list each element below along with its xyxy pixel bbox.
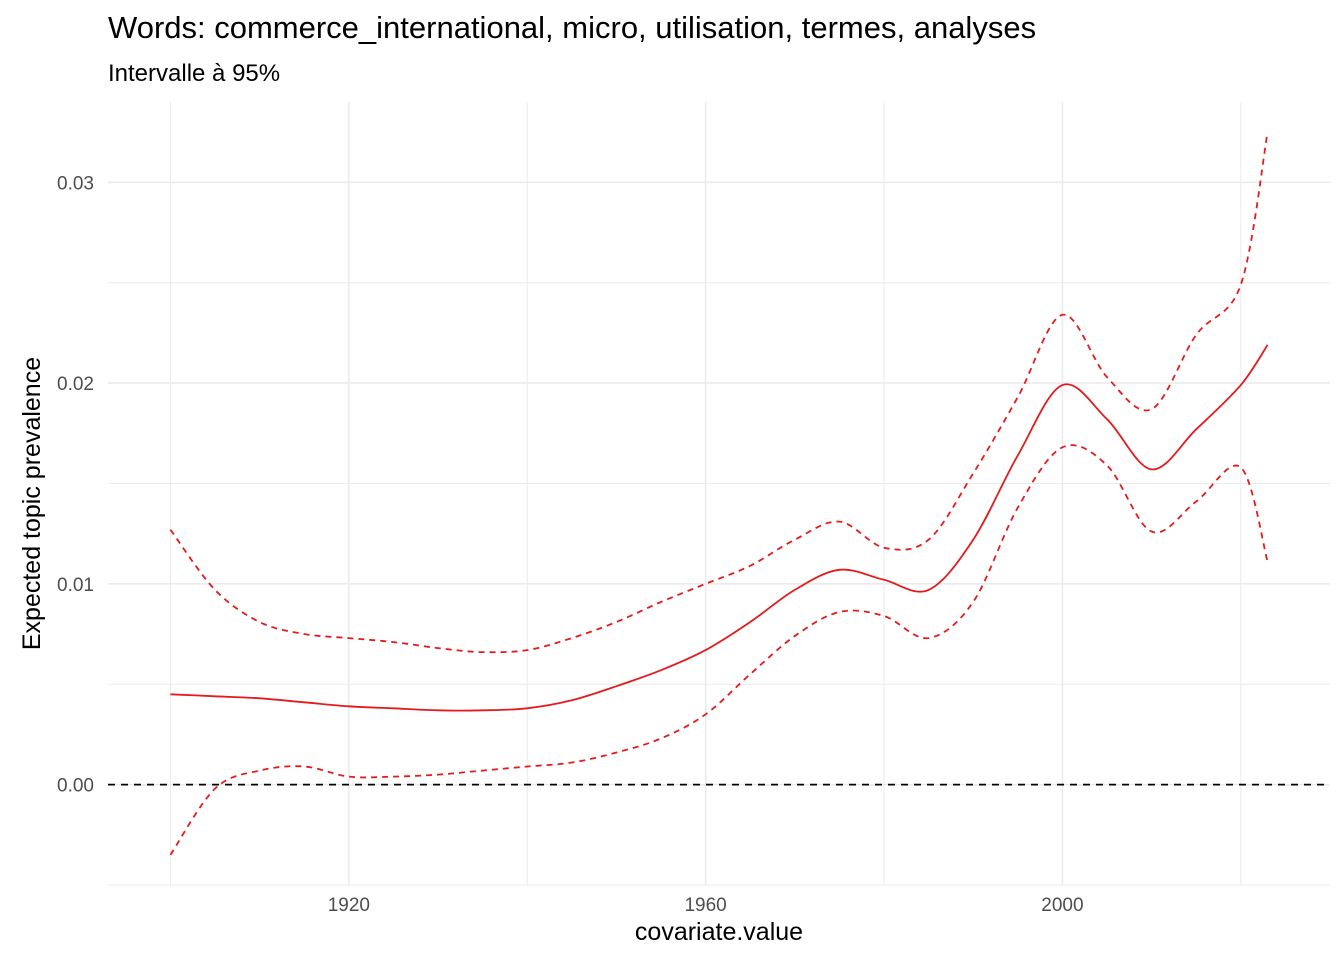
grid-minor	[108, 102, 1330, 886]
x-axis-title: covariate.value	[635, 918, 803, 946]
x-tick-label: 2000	[1041, 895, 1083, 916]
series-estimate-line	[170, 344, 1269, 712]
chart-title: Words: commerce_international, micro, ut…	[108, 10, 1037, 45]
x-tick-label: 1960	[684, 895, 726, 916]
x-axis-ticks: 1920 1960 2000	[328, 895, 1084, 916]
chart-subtitle: Intervalle à 95%	[108, 60, 281, 87]
series-lower-ci-line	[169, 444, 1269, 856]
y-tick-label: 0.02	[57, 374, 94, 395]
series-layer	[169, 131, 1269, 856]
grid-major	[108, 102, 1330, 885]
x-tick-label: 1920	[328, 895, 370, 916]
y-tick-label: 0.03	[57, 173, 94, 194]
y-tick-label: 0.00	[57, 776, 94, 797]
y-axis-title: Expected topic prevalence	[18, 357, 46, 650]
y-axis-ticks: 0.00 0.01 0.02 0.03	[57, 173, 94, 796]
series-upper-ci-line	[169, 131, 1269, 654]
y-tick-label: 0.01	[57, 575, 94, 596]
